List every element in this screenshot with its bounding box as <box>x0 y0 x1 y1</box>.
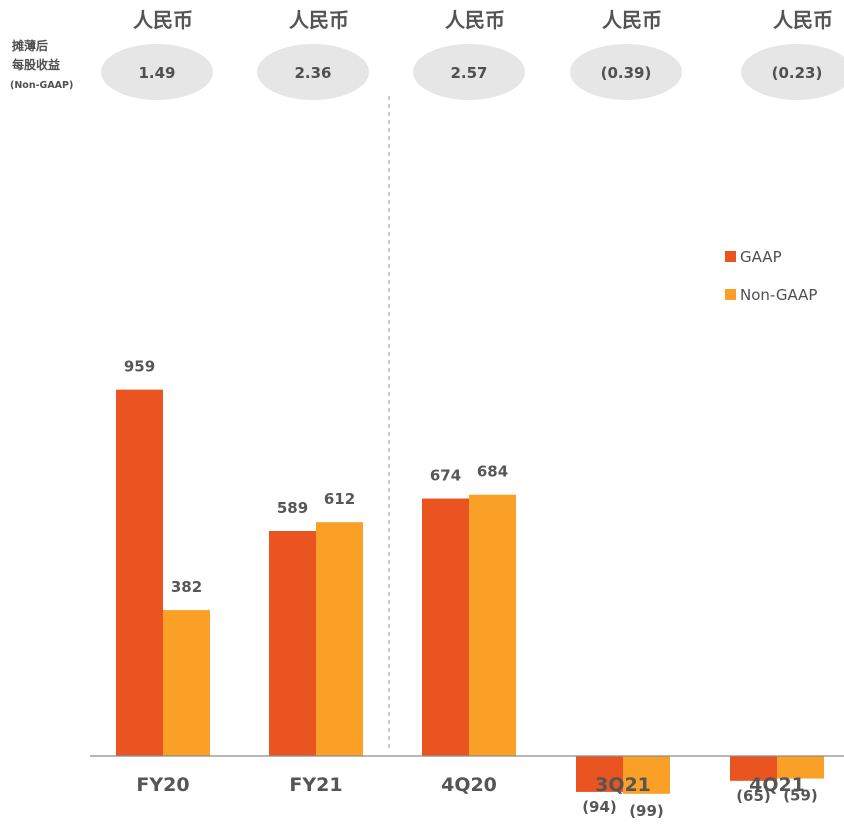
labels-layer: 959 589 674 (94) (65) 382 612 684 (99) (59) FY20 FY… <box>124 358 818 820</box>
bar-non-gaap-4q21 <box>777 756 824 779</box>
bar-non-gaap-fy21 <box>316 522 363 756</box>
eps-value-3: (0.39) <box>601 64 652 82</box>
eps-oval-2 <box>413 44 525 100</box>
value-label-gaap-3q21: (94) <box>582 798 617 816</box>
value-label-non-gaap-3q21: (99) <box>629 802 664 820</box>
eps-oval-1 <box>257 44 369 100</box>
legend: GAAP Non-GAAP <box>725 248 817 304</box>
eps-value-1: 2.36 <box>294 64 331 82</box>
eps-oval-3 <box>570 44 682 100</box>
value-label-gaap-4q21: (65) <box>736 787 771 805</box>
eps-oval-4 <box>741 44 844 100</box>
eps-label-line-3: (Non-GAAP) <box>10 80 73 91</box>
currency-label-4: 人民币 <box>773 8 833 32</box>
bar-non-gaap-4q20 <box>469 494 516 756</box>
legend-nongaap-swatch <box>725 289 736 300</box>
eps-label-line-2: 每股收益 <box>12 57 60 72</box>
bar-gaap-fy20 <box>116 389 163 756</box>
category-label-fy20: FY20 <box>136 774 189 796</box>
value-label-non-gaap-4q21: (59) <box>783 787 818 805</box>
category-label-4q20: 4Q20 <box>441 774 497 796</box>
bar-gaap-4q21 <box>730 756 777 781</box>
value-label-gaap-fy20: 959 <box>124 358 155 376</box>
value-label-gaap-4q20: 674 <box>430 467 461 485</box>
bars-layer <box>116 389 824 794</box>
eps-row: 摊薄后 每股收益 (Non-GAAP) 1.49 人民币 2.36 人民币 2.57 人民… <box>10 8 844 100</box>
currency-label-2: 人民币 <box>445 8 505 32</box>
value-label-gaap-fy21: 589 <box>277 499 308 517</box>
eps-label-line-1: 摊薄后 <box>12 38 48 53</box>
value-label-non-gaap-fy21: 612 <box>324 490 355 508</box>
bar-non-gaap-fy20 <box>163 610 210 756</box>
eps-value-4: (0.23) <box>772 64 823 82</box>
legend-gaap-label: GAAP <box>740 248 782 266</box>
legend-nongaap-label: Non-GAAP <box>740 286 817 304</box>
eps-value-0: 1.49 <box>138 64 175 82</box>
currency-label-3: 人民币 <box>602 8 662 32</box>
category-label-fy21: FY21 <box>289 774 342 796</box>
category-label-4q21: 4Q21 <box>749 774 805 796</box>
currency-label-1: 人民币 <box>289 8 349 32</box>
currency-label-0: 人民币 <box>133 8 193 32</box>
value-label-non-gaap-4q20: 684 <box>477 463 508 481</box>
category-label-3q21: 3Q21 <box>595 774 651 796</box>
eps-oval-0 <box>101 44 213 100</box>
legend-gaap-swatch <box>725 251 736 262</box>
bar-non-gaap-3q21 <box>623 756 670 794</box>
eps-value-2: 2.57 <box>450 64 487 82</box>
bar-gaap-3q21 <box>576 756 623 792</box>
bar-gaap-4q20 <box>422 498 469 756</box>
value-label-non-gaap-fy20: 382 <box>171 578 202 596</box>
bar-gaap-fy21 <box>269 531 316 756</box>
